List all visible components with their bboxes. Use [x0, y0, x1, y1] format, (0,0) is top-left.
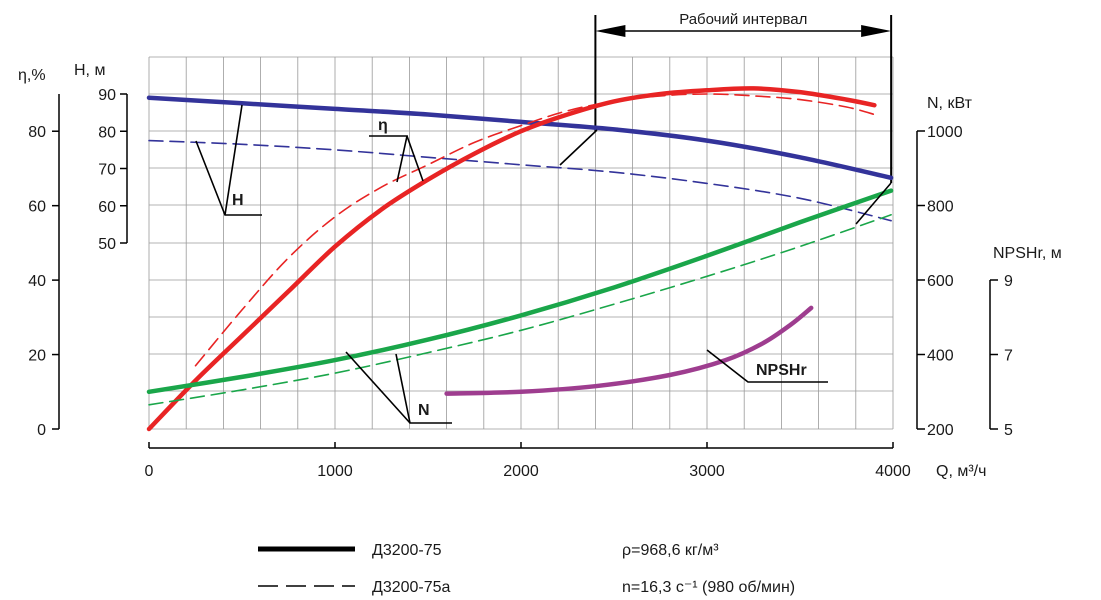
head-curve-solid	[146, 95, 894, 181]
x-tick-label: 4000	[875, 463, 911, 480]
x-axis-label: Q, м³/ч	[936, 463, 986, 480]
x-tick-label: 2000	[503, 463, 539, 480]
head-tick-label: 60	[98, 199, 116, 216]
npshr-curve-label: NPSHr	[756, 362, 807, 379]
power-tick-label: 200	[927, 422, 954, 439]
speed-note: n=16,3 с⁻¹ (980 об/мин)	[622, 579, 795, 596]
power-label-leader-a	[345, 351, 452, 424]
legend: Д3200-75 Д3200-75а	[258, 542, 451, 596]
x-tick-label: 0	[145, 463, 154, 480]
power-tick-label: 1000	[927, 124, 963, 141]
eta-curve-solid	[146, 86, 877, 432]
npshr-curve-solid	[444, 305, 814, 396]
chart-curves	[146, 86, 894, 432]
head-curve-label: H	[232, 192, 244, 209]
working-range-left-leader	[559, 129, 598, 166]
npshr-tick-label: 7	[1004, 348, 1013, 365]
eta-curve-dashed	[194, 93, 876, 367]
power-axis-label: N, кВт	[927, 95, 973, 112]
x-tick-label: 1000	[317, 463, 353, 480]
eta-tick-label: 60	[28, 199, 46, 216]
head-tick-label: 70	[98, 162, 116, 179]
working-range-label-bg	[659, 9, 828, 27]
density-note: ρ=968,6 кг/м³	[622, 542, 719, 559]
eta-tick-label: 20	[28, 348, 46, 365]
working-range-arrowhead-right	[861, 25, 892, 37]
eta-curve-label: η	[378, 117, 388, 134]
npshr-tick-label: 9	[1004, 273, 1013, 290]
eta-label-leader-b	[406, 135, 424, 182]
npshr-tick-label: 5	[1004, 422, 1013, 439]
npshr-axis-label: NPSHr, м	[993, 245, 1062, 262]
power-tick-label: 400	[927, 348, 954, 365]
x-tick-label: 3000	[689, 463, 725, 480]
head-tick-label: 90	[98, 87, 116, 104]
eta-label-leader-a	[369, 135, 408, 183]
head-label-leader-b	[224, 104, 243, 216]
head-axis-label: H, м	[74, 62, 105, 79]
power-curve-label: N	[418, 402, 430, 419]
working-range-bracket: Рабочий интервал	[594, 9, 893, 183]
head-label-leader-a	[195, 140, 262, 216]
power-curve-solid	[146, 188, 894, 395]
npshr-label-leader	[706, 349, 828, 383]
legend-dashed-label: Д3200-75а	[372, 579, 451, 596]
working-range-right-leader	[855, 182, 892, 225]
chart-axes: 0 1000 2000 3000 4000 Q, м³/ч 0 20 40 60 80 η,% 50 60…	[18, 62, 1062, 480]
eta-tick-label: 80	[28, 124, 46, 141]
power-label-leader-b	[395, 353, 411, 424]
power-tick-label: 600	[927, 273, 954, 290]
head-tick-label: 80	[98, 124, 116, 141]
legend-solid-label: Д3200-75	[372, 542, 442, 559]
working-range-arrowhead-left	[595, 25, 626, 37]
power-curve-dashed	[148, 214, 892, 406]
working-range-label: Рабочий интервал	[679, 11, 807, 28]
power-tick-label: 800	[927, 199, 954, 216]
head-tick-label: 50	[98, 236, 116, 253]
curve-label-leaders	[195, 104, 892, 424]
eta-tick-label: 0	[37, 422, 46, 439]
eta-tick-label: 40	[28, 273, 46, 290]
eta-axis-label: η,%	[18, 67, 46, 84]
